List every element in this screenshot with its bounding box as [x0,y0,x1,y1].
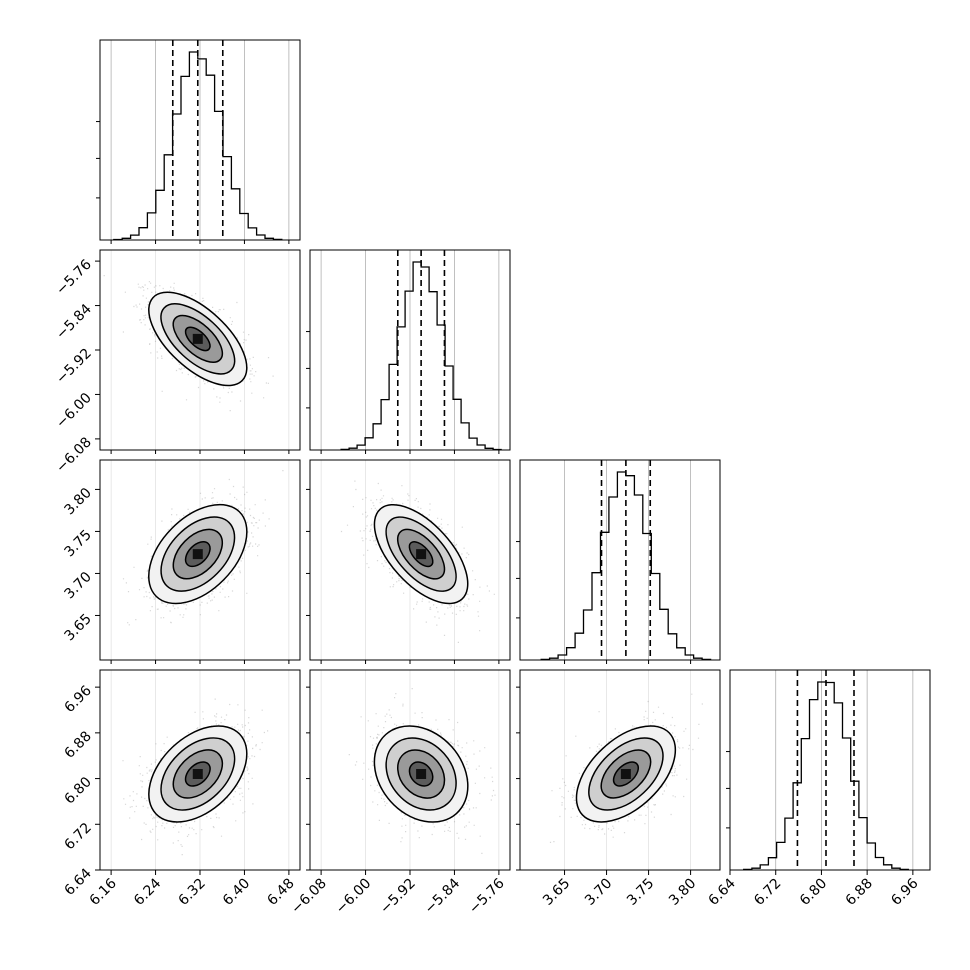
y-tick-label: −6.08 [53,434,95,476]
contour-line-2 [160,737,236,811]
y-tick-label: 3.80 [61,485,94,518]
histogram-panel-4 [726,669,931,871]
contour-line-1 [575,725,677,823]
x-tick-label: 3.75 [624,876,657,909]
contour-line-3 [172,314,224,363]
x-tick-label: 6.96 [888,875,921,908]
x-tick-label: 6.24 [131,875,164,908]
density-panel-1-2 [99,249,301,451]
x-tick-label: 6.40 [220,876,253,909]
contour-line-4 [408,761,434,787]
contour-line-2 [588,737,664,811]
contour-line-2 [385,516,457,592]
density-peak [620,769,631,779]
density-peak [192,549,203,560]
density-panel-2-3 [309,459,511,661]
histogram-panel-2 [306,249,511,451]
density-peak [416,549,427,560]
x-tick-label: −6.08 [288,876,330,918]
contour-line-3 [172,528,224,580]
contour-line-1 [148,291,248,387]
y-tick-label: −5.76 [53,257,95,299]
x-tick-label: −5.76 [466,875,508,917]
density-panel-1-3 [99,459,301,661]
contour-line-3 [600,749,652,799]
y-tick-label: 6.88 [61,728,94,761]
x-tick-label: 3.70 [582,876,615,909]
y-axis-2: −6.08−6.00−5.92−5.84−5.76 [53,257,100,476]
y-tick-label: 3.75 [61,527,94,560]
contour-line-4 [612,761,640,787]
contour-line-1 [373,725,469,823]
x-tick-label: 6.80 [797,876,830,909]
x-tick-label: −5.92 [377,876,419,918]
contour-line-1 [148,725,248,823]
y-tick-label: 3.65 [61,611,94,644]
y-tick-label: 6.80 [61,774,94,807]
contour-line-1 [148,503,248,605]
x-tick-label: 6.16 [87,875,120,908]
contour-line-2 [160,516,236,592]
contour-line-3 [396,528,446,580]
density-peak [192,333,203,344]
axes-frame [519,669,721,871]
x-tick-label: 6.88 [843,876,876,909]
density-panel-1-4 [99,669,301,871]
contour-line-4 [184,326,211,352]
contour-line-3 [397,749,446,799]
y-tick-label: 6.72 [61,820,94,853]
histogram-panel-1 [96,39,301,241]
x-tick-label: 6.72 [751,876,784,909]
y-tick-label: −5.92 [53,346,95,388]
density-panel-3-4 [519,669,721,871]
y-tick-label: −6.00 [53,390,95,432]
density-panel-2-4 [309,669,511,871]
contour-line-3 [172,749,224,799]
x-tick-label: 6.32 [175,876,208,909]
x-tick-label: 3.65 [540,876,573,909]
x-axis-4: 6.64 6.72 6.80 6.88 6.96 [705,870,922,909]
contour-line-4 [184,761,211,787]
axes-frame [729,669,931,871]
contour-line-4 [408,541,434,568]
density-peak [192,769,203,779]
y-tick-label: −5.84 [53,301,95,343]
x-tick-label: 3.80 [666,876,699,909]
contour-line-2 [385,737,457,811]
contour-line-1 [373,503,469,605]
density-peak [416,769,427,779]
y-tick-label: 6.96 [61,683,94,716]
histogram-panel-3 [516,459,721,661]
axes-frame [519,459,721,661]
x-tick-label: −5.84 [422,875,464,917]
contour-line-4 [184,540,211,568]
contour-line-2 [160,303,236,375]
y-tick-label: 3.70 [61,569,94,602]
x-tick-label: 6.64 [705,875,738,908]
x-tick-label: −6.00 [333,876,375,918]
